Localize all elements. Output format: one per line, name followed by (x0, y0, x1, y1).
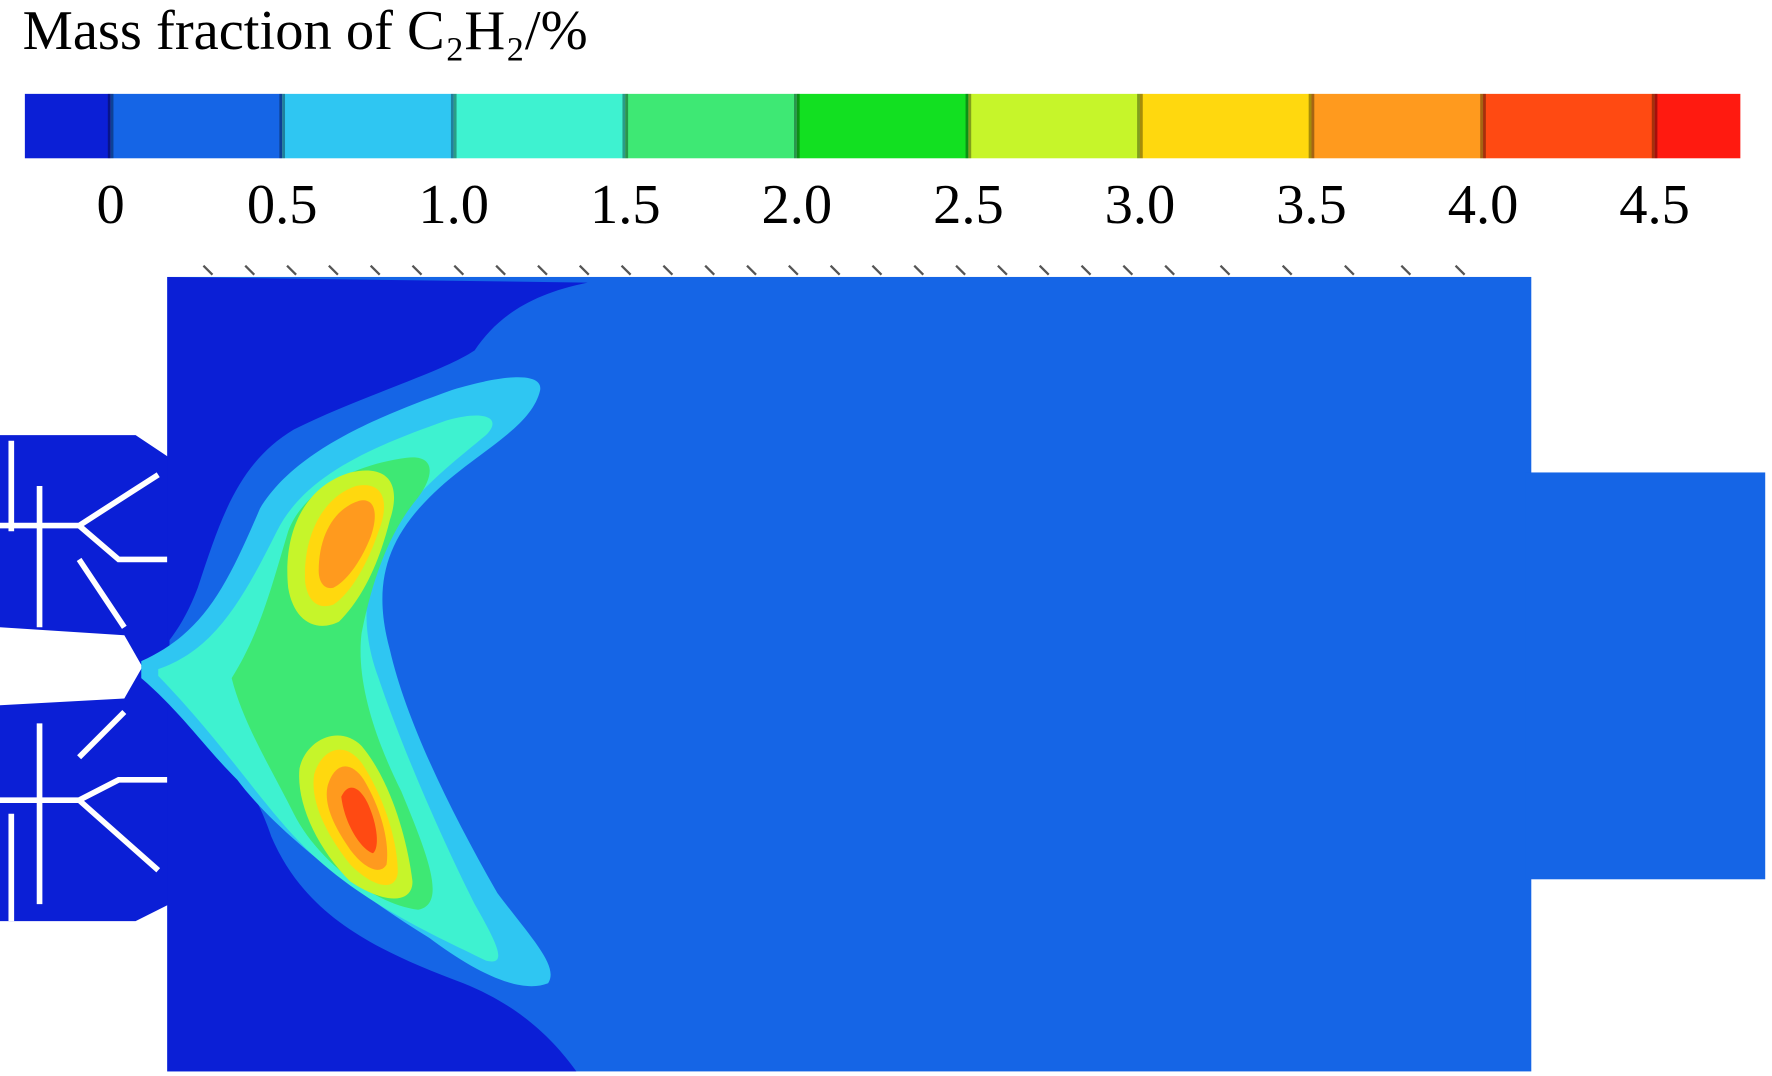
colorbar-band (1311, 93, 1484, 159)
contour-6a (318, 500, 375, 589)
colorbar-tick-label: 4.0 (1448, 174, 1519, 236)
colorbar-band (1483, 93, 1655, 159)
colorbar-band (625, 93, 797, 159)
colorbar-tick-label: 1.0 (418, 174, 489, 236)
colorbar-band (110, 93, 283, 159)
outlet (1525, 472, 1766, 880)
colorbar-tick-label: 2.0 (762, 174, 833, 236)
nozzle (0, 627, 143, 706)
colorbar-tick-label: 4.5 (1619, 174, 1690, 236)
colorbar-band (968, 93, 1140, 159)
colorbar-tick-label: 0 (97, 174, 125, 236)
colorbar-tick-label: 3.0 (1105, 174, 1176, 236)
low-region (141, 276, 588, 1072)
wall-hatch (202, 264, 1466, 276)
colorbar-tick-label: 2.5 (933, 174, 1004, 236)
contour-7 (341, 787, 377, 854)
colorbar-tick-label: 3.5 (1276, 174, 1347, 236)
colorbar: 0 0.5 1.0 1.5 2.0 2.5 3.0 3.5 4.0 4.5 (24, 93, 1741, 236)
colorbar-tick-label: 1.5 (590, 174, 661, 236)
colorbar-band (282, 93, 454, 159)
colorbar-band (453, 93, 626, 159)
colorbar-title: Mass fraction of C₂H₂/% (23, 0, 588, 62)
colorbar-band (796, 93, 969, 159)
colorbar-band (24, 93, 111, 159)
colorbar-tick-label: 0.5 (247, 174, 318, 236)
colorbar-band (1654, 93, 1741, 159)
swirler-lines (0, 440, 168, 922)
field (0, 264, 1766, 1072)
colorbar-band (1139, 93, 1312, 159)
